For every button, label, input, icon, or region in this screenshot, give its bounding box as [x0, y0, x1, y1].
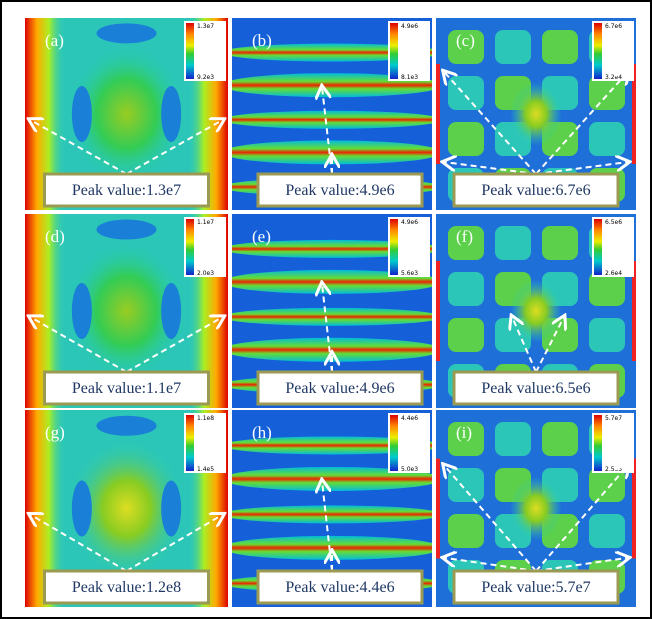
- low: [72, 86, 92, 142]
- cell: [448, 122, 484, 156]
- peak-value: Peak value:4.9e6: [285, 380, 394, 397]
- peak-value: Peak value:1.3e7: [72, 182, 181, 199]
- panel: 1.3e7 9.2e3 (a) Peak value:1.3e7: [25, 18, 228, 210]
- panel-label: (c): [456, 31, 475, 50]
- legend-min: 5.0e3: [401, 466, 418, 473]
- legend-bar: [186, 23, 194, 79]
- panel: 4.9e6 5.6e3 (e) Peak value:4.9e6: [222, 214, 442, 408]
- legend-min: 8.1e3: [401, 74, 418, 81]
- cell: [495, 226, 531, 260]
- edge: [632, 459, 636, 559]
- cell: [589, 272, 625, 306]
- cell: [589, 318, 625, 352]
- cell: [589, 468, 625, 502]
- figure: 1.3e7 9.2e3 (a) Peak value:1.3e7 4.9e6 8.1e3 (…: [0, 0, 652, 619]
- legend-max: 1.3e7: [197, 23, 214, 30]
- low: [161, 283, 181, 339]
- legend-max: 6.7e6: [605, 23, 622, 30]
- legend-bar: [594, 415, 602, 471]
- panel-label: (g): [45, 423, 65, 442]
- legend-max: 4.4e6: [401, 415, 418, 422]
- peak-value: Peak value:6.5e6: [481, 380, 590, 397]
- edge: [436, 459, 440, 559]
- legend-min: 2.6e4: [605, 270, 622, 277]
- low: [97, 23, 157, 43]
- cell: [448, 318, 484, 352]
- panel: 1.1e7 2.0e3 (d) Peak value:1.1e7: [25, 214, 228, 408]
- legend-min: 1.4e5: [197, 466, 214, 473]
- cell: [542, 422, 578, 456]
- panel: 4.4e6 5.0e3 (h) Peak value:4.4e6: [222, 410, 442, 607]
- low: [72, 283, 92, 339]
- cell: [495, 422, 531, 456]
- panel-label: (f): [456, 227, 473, 246]
- panel-label: (i): [456, 423, 472, 442]
- legend-min: 2.0e3: [197, 270, 214, 277]
- cell: [448, 272, 484, 306]
- cell: [542, 30, 578, 64]
- legend-max: 4.9e6: [401, 219, 418, 226]
- peak-value: Peak value:5.7e7: [481, 579, 590, 596]
- low: [97, 416, 157, 436]
- peak-value: Peak value:4.9e6: [285, 182, 394, 199]
- edge: [436, 261, 440, 361]
- legend-max: 6.5e6: [605, 219, 622, 226]
- legend-max: 4.9e6: [401, 23, 418, 30]
- panel-label: (e): [252, 227, 271, 246]
- peak-value: Peak value:1.1e7: [72, 380, 181, 397]
- legend-max: 1.1e7: [197, 219, 214, 226]
- center: [510, 82, 562, 146]
- panel: 5.7e7 2.5e5 (i) Peak value:5.7e7: [436, 410, 636, 607]
- legend-min: 2.5e5: [605, 466, 622, 473]
- peak-value: Peak value:6.7e6: [481, 182, 590, 199]
- cell: [542, 226, 578, 260]
- cell: [495, 30, 531, 64]
- cell: [589, 122, 625, 156]
- panel: 6.5e6 2.6e4 (f) Peak value:6.5e6: [436, 214, 636, 408]
- low: [161, 481, 181, 537]
- legend-max: 1.1e8: [197, 415, 214, 422]
- legend-min: 5.6e3: [401, 270, 418, 277]
- low: [161, 86, 181, 142]
- legend-bar: [390, 23, 398, 79]
- legend-min: 9.2e3: [197, 74, 214, 81]
- cell: [448, 468, 484, 502]
- panel: 6.7e63.2e4(c)Peak value:6.7e6: [436, 18, 636, 210]
- panel-label: (d): [45, 227, 65, 246]
- legend-bar: [390, 415, 398, 471]
- panel-label: (a): [45, 31, 64, 50]
- center: [510, 477, 562, 541]
- panel-label: (b): [252, 31, 272, 50]
- panel: 1.1e8 1.4e5 (g) Peak value:1.2e8: [25, 410, 228, 607]
- legend-bar: [594, 219, 602, 275]
- legend-bar: [390, 219, 398, 275]
- panel-label: (h): [252, 423, 272, 442]
- stripe: [222, 111, 442, 129]
- edge: [436, 64, 440, 164]
- low: [97, 220, 157, 240]
- peak-value: Peak value:1.2e8: [72, 579, 181, 596]
- legend-bar: [186, 415, 194, 471]
- cell: [448, 514, 484, 548]
- center: [510, 279, 562, 343]
- cell: [589, 514, 625, 548]
- legend-bar: [186, 219, 194, 275]
- panel: 4.9e6 8.1e3 (b) Peak value:4.9e6: [222, 18, 442, 210]
- low: [72, 481, 92, 537]
- legend-bar: [594, 23, 602, 79]
- peak-value: Peak value:4.4e6: [285, 579, 394, 596]
- stripe: [222, 505, 442, 523]
- stripe: [222, 308, 442, 326]
- legend-max: 5.7e7: [605, 415, 622, 422]
